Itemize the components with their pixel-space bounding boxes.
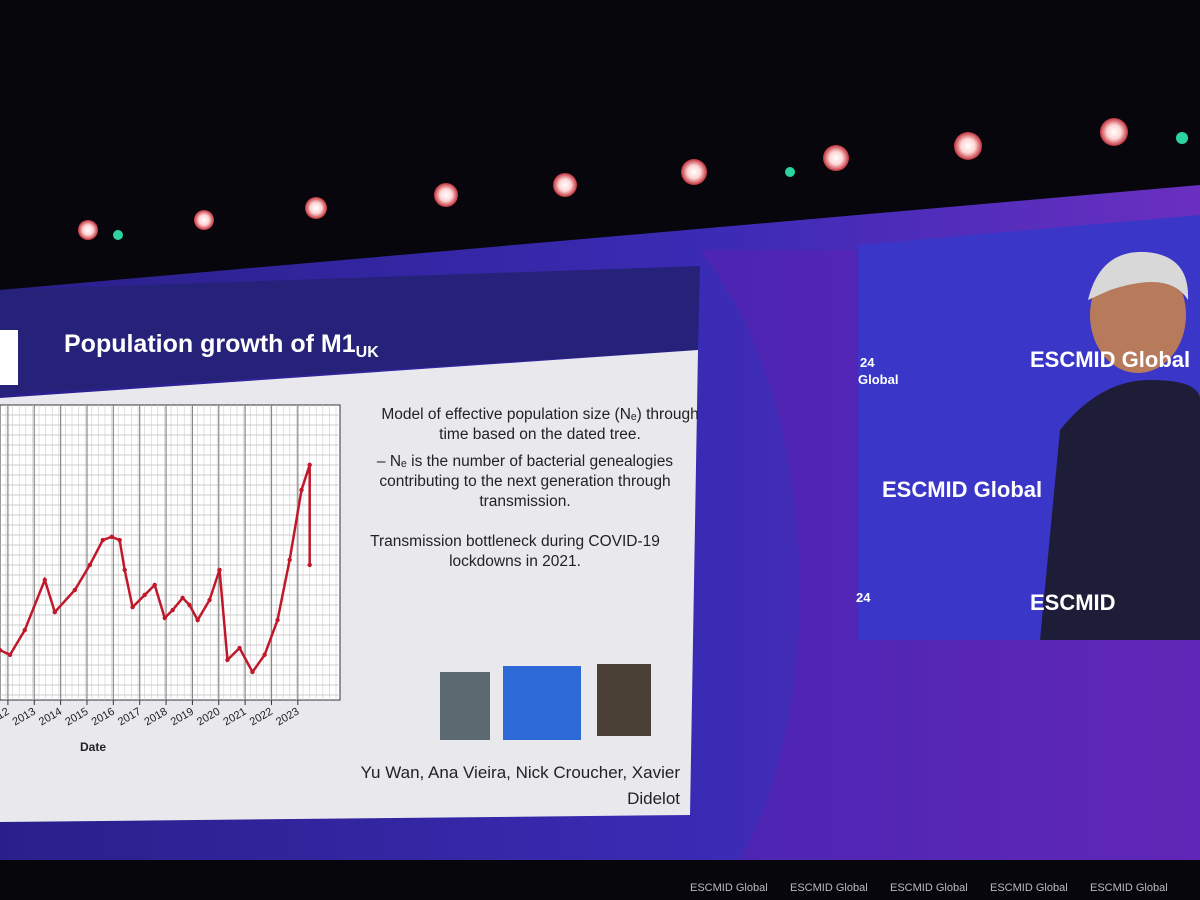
point [22, 627, 27, 633]
point [207, 597, 212, 603]
line [0, 464, 311, 675]
speaker [1040, 251, 1200, 640]
point [52, 609, 58, 615]
point [307, 562, 312, 568]
title-subscript: UK [355, 344, 379, 361]
point [217, 567, 222, 573]
point [162, 615, 167, 621]
point [109, 534, 114, 540]
point [250, 669, 255, 675]
author-photos [440, 664, 651, 740]
point [142, 592, 147, 598]
plot-area [0, 404, 341, 701]
slide-title: Population growth of M1UK [64, 330, 379, 362]
x-axis-label: Date [80, 740, 107, 754]
title-text: Population growth of M1 [64, 330, 356, 358]
point [307, 462, 312, 468]
year-text: 24 [856, 590, 871, 605]
slide-header [0, 266, 700, 395]
point [287, 557, 292, 563]
point [7, 652, 13, 658]
point [130, 604, 135, 610]
point [122, 567, 127, 573]
point [299, 487, 304, 493]
note-text: Transmission bottleneck during COVID-19 … [370, 533, 660, 570]
footer-brand: ESCMID Global [990, 882, 1068, 894]
authors: Yu Wan, Ana Vieira, Nick Croucher, Xavie… [360, 763, 680, 808]
footer-brand: ESCMID Global [890, 882, 968, 894]
footer-brand: ESCMID Global [790, 882, 868, 894]
year-text: 24 [860, 355, 875, 370]
brand-text: ESCMID Global [1030, 347, 1191, 372]
point [100, 537, 105, 543]
intro-text: Model of effective population size (Nₑ) … [381, 406, 699, 443]
point [180, 595, 185, 601]
point [195, 617, 200, 623]
line-chart: 2012 2013 2014 2015 2016 2017 2018 2019 2020 2021… [0, 404, 341, 729]
point [42, 577, 48, 583]
point [117, 537, 122, 543]
point [262, 652, 267, 658]
brand-text: ESCMID [1030, 590, 1116, 615]
logo [0, 330, 18, 385]
point [152, 582, 157, 588]
footer-brand: ESCMID Global [690, 882, 768, 894]
footer-brand: ESCMID Global [1090, 882, 1168, 894]
point [187, 602, 192, 608]
point [170, 607, 175, 613]
bullet: – Nₑ is the number of bacterial genealog… [376, 453, 674, 510]
global-text: Global [858, 372, 899, 387]
brand-text: ESCMID Global [882, 477, 1043, 502]
point [72, 587, 78, 593]
point [237, 645, 242, 651]
stage-lights [78, 118, 1188, 240]
point [0, 647, 3, 653]
point [87, 562, 93, 568]
point [275, 617, 280, 623]
bullet-text: Nₑ is the number of bacterial genealogie… [379, 453, 674, 510]
point [225, 657, 230, 663]
x-tick-label: 2012 [0, 706, 11, 729]
